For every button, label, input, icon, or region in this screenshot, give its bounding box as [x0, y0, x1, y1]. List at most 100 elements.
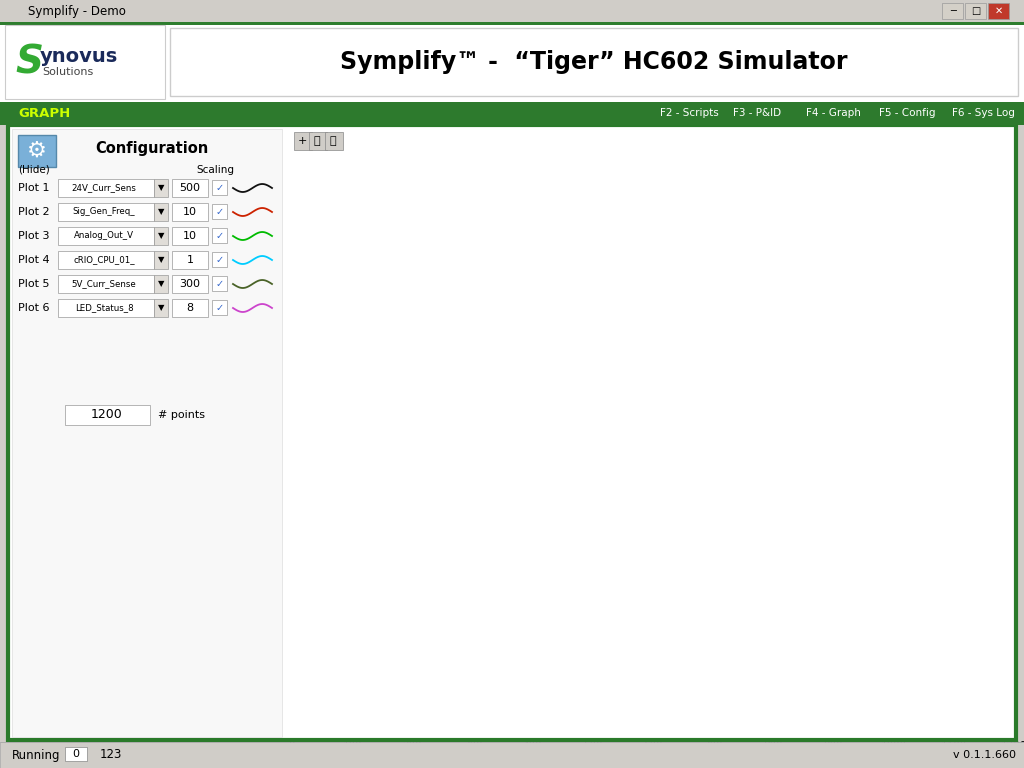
Bar	[154, 275, 168, 293]
Text: 8: 8	[186, 303, 194, 313]
Text: Plot 2: Plot 2	[18, 207, 49, 217]
Bar	[58, 179, 154, 197]
Text: Symplify - Demo: Symplify - Demo	[28, 5, 126, 18]
Bar	[154, 203, 168, 221]
Text: ✓: ✓	[215, 279, 223, 289]
Bar	[154, 179, 168, 197]
Text: ▼: ▼	[158, 256, 164, 264]
Bar	[0, 0, 1024, 22]
Bar	[8, 102, 96, 125]
Bar	[58, 299, 154, 317]
Text: Plot 3: Plot 3	[18, 231, 49, 241]
Text: v 0.1.1.660: v 0.1.1.660	[953, 750, 1016, 760]
Text: ▼: ▼	[158, 207, 164, 217]
Text: ✓: ✓	[215, 231, 223, 241]
Text: ✓: ✓	[215, 183, 223, 193]
Text: F6 - Sys Log: F6 - Sys Log	[952, 108, 1015, 118]
Text: 300: 300	[179, 279, 201, 289]
Bar	[58, 275, 154, 293]
Text: F2 - Scripts: F2 - Scripts	[660, 108, 719, 118]
Text: 1: 1	[186, 255, 194, 265]
Title: Graph: Graph	[630, 143, 677, 157]
Text: 10: 10	[183, 207, 197, 217]
Bar	[212, 180, 227, 195]
Text: Analog_Out_V: Analog_Out_V	[74, 231, 134, 240]
Text: Scaling: Scaling	[196, 165, 234, 175]
Bar	[294, 132, 312, 150]
Text: ▼: ▼	[158, 303, 164, 313]
Bar	[170, 28, 1018, 96]
Text: GRAPH: GRAPH	[18, 107, 71, 120]
Text: ✓: ✓	[215, 207, 223, 217]
Bar	[58, 251, 154, 269]
Text: F5 - Config: F5 - Config	[879, 108, 936, 118]
Text: S: S	[15, 43, 43, 81]
Text: 123: 123	[100, 749, 123, 762]
Bar	[172, 299, 208, 317]
Bar	[212, 228, 227, 243]
Bar	[65, 405, 150, 425]
Text: 10: 10	[183, 231, 197, 241]
Bar	[0, 22, 1024, 25]
Text: 24V_Curr_Sens: 24V_Curr_Sens	[72, 184, 136, 193]
Text: F3 - P&ID: F3 - P&ID	[733, 108, 781, 118]
Bar	[988, 3, 1009, 19]
Bar	[18, 135, 56, 167]
Bar	[154, 299, 168, 317]
Bar	[65, 747, 87, 761]
Text: ynovus: ynovus	[40, 48, 118, 67]
Text: # points: # points	[158, 410, 205, 420]
Bar	[325, 132, 343, 150]
Text: 🔍: 🔍	[313, 136, 321, 146]
Text: Plot 5: Plot 5	[18, 279, 49, 289]
Text: ▼: ▼	[158, 231, 164, 240]
Text: cRIO_CPU_01_: cRIO_CPU_01_	[73, 256, 135, 264]
Text: +: +	[297, 136, 306, 146]
Bar	[8, 125, 1016, 740]
Text: ▼: ▼	[158, 184, 164, 193]
Bar	[154, 251, 168, 269]
Text: ▼: ▼	[158, 280, 164, 289]
Text: Symplify™ -  “Tiger” HC602 Simulator: Symplify™ - “Tiger” HC602 Simulator	[340, 50, 848, 74]
Text: Plot 6: Plot 6	[18, 303, 49, 313]
Text: Configuration: Configuration	[95, 141, 209, 155]
Text: Sig_Gen_Freq_: Sig_Gen_Freq_	[73, 207, 135, 217]
Text: (Hide): (Hide)	[18, 165, 50, 175]
Text: ✓: ✓	[215, 255, 223, 265]
Bar	[172, 227, 208, 245]
Text: Correlated?: Correlated?	[551, 533, 633, 545]
Text: ✕: ✕	[995, 6, 1004, 16]
Bar	[58, 227, 154, 245]
Text: 500: 500	[179, 183, 201, 193]
Text: Solutions: Solutions	[42, 67, 93, 77]
X-axis label: Time: Time	[638, 756, 669, 768]
Bar	[965, 3, 986, 19]
Bar	[212, 204, 227, 219]
Bar	[172, 203, 208, 221]
Text: 0: 0	[73, 749, 80, 759]
Text: ─: ─	[950, 6, 956, 16]
Bar	[0, 22, 1024, 102]
Bar	[154, 227, 168, 245]
Text: LED_Status_8: LED_Status_8	[75, 303, 133, 313]
Text: Running: Running	[12, 749, 60, 762]
Bar	[5, 25, 165, 99]
Bar	[0, 102, 1024, 125]
Bar	[212, 252, 227, 267]
Text: □: □	[972, 6, 981, 16]
Text: ✋: ✋	[330, 136, 336, 146]
Bar	[212, 276, 227, 291]
Bar	[172, 275, 208, 293]
Bar	[942, 3, 963, 19]
Bar	[172, 251, 208, 269]
Text: 5V_Curr_Sense: 5V_Curr_Sense	[72, 280, 136, 289]
Bar	[309, 132, 327, 150]
Text: Plot 4: Plot 4	[18, 255, 49, 265]
Text: 1200: 1200	[91, 409, 123, 422]
Text: F4 - Graph: F4 - Graph	[806, 108, 861, 118]
Text: ✓: ✓	[215, 303, 223, 313]
Bar	[0, 22, 1024, 102]
Bar	[0, 742, 1024, 768]
Bar	[12, 129, 282, 737]
Text: Plot 1: Plot 1	[18, 183, 49, 193]
